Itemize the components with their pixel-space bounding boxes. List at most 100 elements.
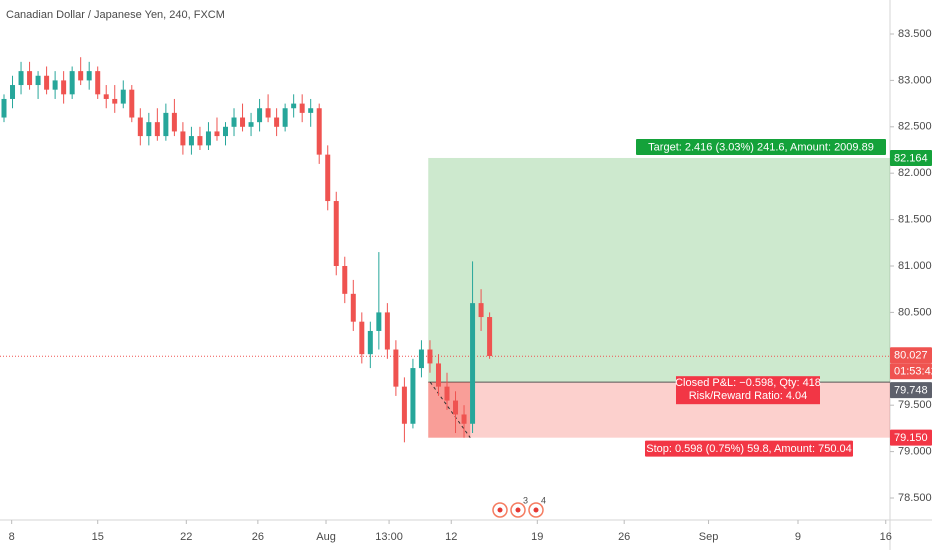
entry-price: 79.748 [894, 385, 928, 397]
candle-body [316, 108, 322, 155]
candle-body [350, 293, 356, 322]
candle-body [393, 349, 399, 387]
stop-label: Stop: 0.598 (0.75%) 59.8, Amount: 750.04 [646, 443, 851, 455]
last-price-bg [890, 347, 932, 364]
x-tick-label: 13:00 [375, 531, 403, 543]
candle-body [240, 117, 246, 127]
x-tick-label: 9 [795, 531, 801, 543]
candle-body [180, 131, 186, 146]
y-tick-label: 80.500 [898, 306, 932, 318]
candle-body [418, 349, 424, 369]
target-price: 82.164 [894, 152, 928, 164]
candle-body [265, 108, 271, 118]
countdown: 01:53:42 [894, 366, 932, 378]
candle-body [52, 80, 58, 90]
y-tick-label: 79.000 [898, 446, 932, 458]
stop-price-bg [890, 429, 932, 446]
y-tick-label: 83.500 [898, 28, 932, 40]
x-tick-label: 8 [9, 531, 15, 543]
candle-body [461, 414, 467, 424]
candle-body [95, 71, 101, 95]
candle-body [197, 136, 203, 146]
candle-body [376, 312, 382, 331]
target-label: Target: 2.416 (3.03%) 241.6, Amount: 200… [648, 141, 874, 153]
last-price: 80.027 [894, 350, 928, 362]
candle-body [18, 71, 24, 86]
stop-zone [428, 382, 890, 438]
candle-body [367, 330, 373, 355]
candle-body [154, 122, 160, 137]
candle-body [205, 131, 211, 146]
candle-body [35, 75, 41, 86]
stop-price: 79.150 [894, 432, 928, 444]
target-zone [428, 157, 890, 383]
candle-body [214, 131, 220, 137]
event-count: 3 [523, 495, 528, 505]
candle-body [120, 89, 126, 104]
candle-body [410, 368, 416, 424]
x-tick-label: 26 [618, 531, 630, 543]
candle-body [291, 103, 297, 109]
event-dot [497, 507, 503, 513]
candle-body [325, 154, 331, 202]
candle-body [384, 312, 390, 350]
target-label-bg [636, 138, 886, 155]
candle-body [487, 317, 493, 357]
candle-body [359, 321, 365, 355]
event-count: 4 [541, 495, 546, 505]
x-tick-label: 12 [445, 531, 457, 543]
candle-body [137, 117, 143, 137]
candle-body [470, 303, 476, 424]
candle-body [427, 349, 433, 364]
candle-body [257, 108, 263, 123]
y-tick-label: 81.000 [898, 260, 932, 272]
candle-body [435, 363, 441, 387]
candle-body [61, 80, 67, 95]
candle-body [188, 136, 194, 146]
x-tick-label: 22 [180, 531, 192, 543]
candle-body [1, 98, 7, 118]
candle-body [27, 71, 33, 86]
candle-body [78, 71, 84, 81]
candle-body [282, 108, 288, 127]
candle-body [44, 75, 50, 90]
candle-body [112, 98, 118, 104]
y-tick-label: 81.500 [898, 214, 932, 226]
event-dot [515, 507, 521, 513]
candle-body [274, 117, 280, 127]
x-tick-label: Sep [699, 531, 719, 543]
candle-body [342, 266, 348, 294]
candle-body [171, 112, 177, 132]
ratio-label: Risk/Reward Ratio: 4.04 [689, 390, 808, 402]
candle-body [69, 71, 75, 95]
countdown-bg [890, 363, 932, 380]
stop-label-bg [645, 440, 853, 457]
candle-body [478, 303, 484, 318]
candle-body [10, 85, 16, 99]
candle-body [299, 103, 305, 113]
event-dot [533, 507, 539, 513]
y-tick-label: 78.500 [898, 492, 932, 504]
candle-body [453, 400, 459, 415]
x-tick-label: Aug [316, 531, 336, 543]
pnl-bg [676, 376, 820, 405]
x-tick-label: 19 [531, 531, 543, 543]
candle-body [401, 386, 407, 424]
target-price-bg [890, 149, 932, 166]
candle-body [333, 201, 339, 266]
y-tick-label: 82.000 [898, 167, 932, 179]
candle-body [129, 89, 135, 118]
candle-body [86, 71, 92, 81]
x-tick-label: 26 [252, 531, 264, 543]
candle-body [444, 386, 450, 401]
candle-body [248, 122, 254, 127]
y-tick-label: 82.500 [898, 121, 932, 133]
candle-body [163, 112, 169, 137]
entry-price-bg [890, 382, 932, 399]
chart-title: Canadian Dollar / Japanese Yen, 240, FXC… [6, 9, 225, 21]
candle-body [308, 108, 314, 113]
candle-body [231, 117, 237, 127]
x-tick-label: 15 [92, 531, 104, 543]
candle-body [103, 94, 109, 99]
